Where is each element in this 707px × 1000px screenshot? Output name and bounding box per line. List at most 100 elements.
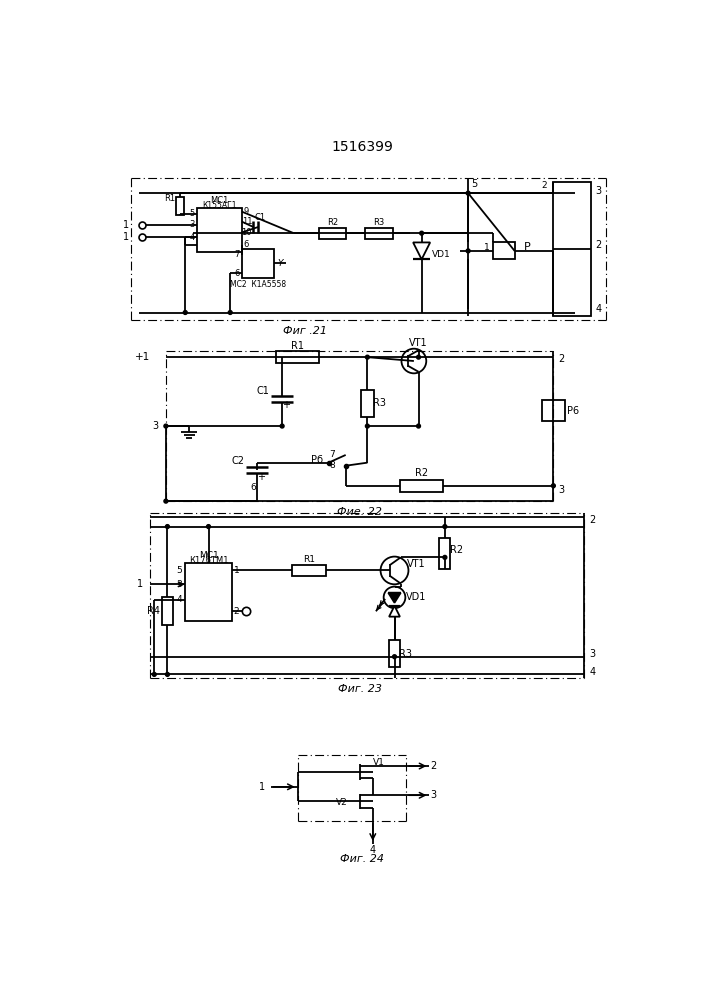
- Bar: [389, 640, 400, 667]
- Circle shape: [443, 525, 447, 528]
- Text: R1: R1: [164, 194, 175, 203]
- Text: 1: 1: [233, 566, 239, 575]
- Circle shape: [420, 231, 423, 235]
- Text: R2: R2: [327, 218, 338, 227]
- Text: Фиг .21: Фиг .21: [284, 326, 327, 336]
- Bar: [292, 565, 327, 576]
- Text: 7: 7: [329, 450, 335, 459]
- Text: C1: C1: [257, 386, 269, 396]
- Text: V1: V1: [373, 758, 385, 767]
- Bar: [400, 480, 443, 492]
- Bar: [493, 242, 515, 259]
- Bar: [361, 389, 373, 417]
- Text: 4: 4: [189, 233, 195, 242]
- Text: +: +: [257, 472, 265, 482]
- Circle shape: [366, 355, 369, 359]
- Circle shape: [551, 484, 555, 488]
- Text: C1: C1: [254, 213, 265, 222]
- Text: 3: 3: [558, 485, 564, 495]
- Text: VT1: VT1: [407, 559, 426, 569]
- Text: 4: 4: [370, 845, 376, 855]
- Text: 3: 3: [176, 580, 182, 589]
- Text: 8: 8: [329, 461, 335, 470]
- Circle shape: [228, 311, 232, 314]
- Text: Рб: Рб: [311, 455, 323, 465]
- Text: К176ТМ1: К176ТМ1: [189, 556, 228, 565]
- Text: 6: 6: [250, 483, 257, 492]
- Text: 3: 3: [430, 790, 436, 800]
- Text: R3: R3: [373, 218, 385, 227]
- Text: К155АГ1: К155АГ1: [202, 201, 237, 210]
- Text: Фиг. 24: Фиг. 24: [340, 854, 384, 864]
- Circle shape: [384, 587, 405, 608]
- Text: Фие. 22: Фие. 22: [337, 507, 382, 517]
- Circle shape: [416, 355, 421, 359]
- Bar: [440, 538, 450, 569]
- Circle shape: [466, 249, 470, 253]
- Circle shape: [380, 557, 409, 584]
- Text: VD1: VD1: [406, 592, 426, 602]
- Bar: [242, 249, 274, 278]
- Text: 2: 2: [595, 240, 602, 250]
- Polygon shape: [389, 606, 400, 617]
- Text: R4: R4: [147, 606, 160, 616]
- Circle shape: [165, 672, 170, 676]
- Text: 9: 9: [244, 207, 249, 216]
- Circle shape: [206, 525, 211, 528]
- Circle shape: [402, 349, 426, 373]
- Text: 4: 4: [589, 667, 595, 677]
- Text: МС2  К1А5558: МС2 К1А5558: [230, 280, 286, 289]
- Text: R1: R1: [303, 555, 315, 564]
- Circle shape: [392, 655, 397, 659]
- Text: R3: R3: [373, 398, 386, 408]
- Text: 3: 3: [189, 220, 195, 229]
- Circle shape: [164, 499, 168, 503]
- Text: МС1: МС1: [199, 551, 218, 560]
- Bar: [554, 182, 590, 316]
- Text: Р: Р: [524, 242, 530, 252]
- Circle shape: [466, 191, 470, 195]
- Text: Y: Y: [278, 259, 284, 268]
- Text: 1: 1: [259, 782, 265, 792]
- Circle shape: [164, 424, 168, 428]
- Bar: [162, 597, 173, 625]
- Text: 2: 2: [589, 515, 595, 525]
- Text: 3: 3: [152, 421, 158, 431]
- Text: VD1: VD1: [432, 250, 450, 259]
- Text: 1: 1: [123, 232, 129, 242]
- Text: 5: 5: [189, 209, 195, 218]
- Text: 2: 2: [233, 607, 239, 616]
- Bar: [197, 208, 242, 252]
- Text: МС1: МС1: [210, 196, 228, 205]
- Text: 2: 2: [430, 761, 436, 771]
- Text: 1: 1: [123, 220, 129, 230]
- Text: 1516399: 1516399: [332, 140, 394, 154]
- Text: 6: 6: [244, 240, 249, 249]
- Bar: [542, 400, 565, 421]
- Bar: [365, 228, 393, 239]
- Circle shape: [152, 672, 156, 676]
- Text: 2: 2: [542, 181, 547, 190]
- Bar: [185, 563, 232, 620]
- Text: R1: R1: [291, 341, 304, 351]
- Bar: [319, 228, 346, 239]
- Text: +1: +1: [135, 352, 151, 362]
- Circle shape: [165, 525, 170, 528]
- Circle shape: [183, 311, 187, 314]
- Text: Фиг. 23: Фиг. 23: [338, 684, 382, 694]
- Text: R2: R2: [450, 545, 463, 555]
- Text: 10: 10: [241, 228, 252, 237]
- Text: 4: 4: [176, 595, 182, 604]
- Circle shape: [416, 424, 421, 428]
- Polygon shape: [388, 593, 401, 603]
- Text: 5: 5: [176, 566, 182, 575]
- Text: 4: 4: [595, 304, 602, 314]
- Circle shape: [443, 555, 447, 559]
- Text: 11: 11: [242, 217, 252, 226]
- Circle shape: [280, 424, 284, 428]
- Bar: [176, 197, 184, 215]
- Text: 3: 3: [595, 186, 602, 196]
- Text: 3: 3: [589, 649, 595, 659]
- Bar: [276, 351, 320, 363]
- Text: 5: 5: [471, 179, 477, 189]
